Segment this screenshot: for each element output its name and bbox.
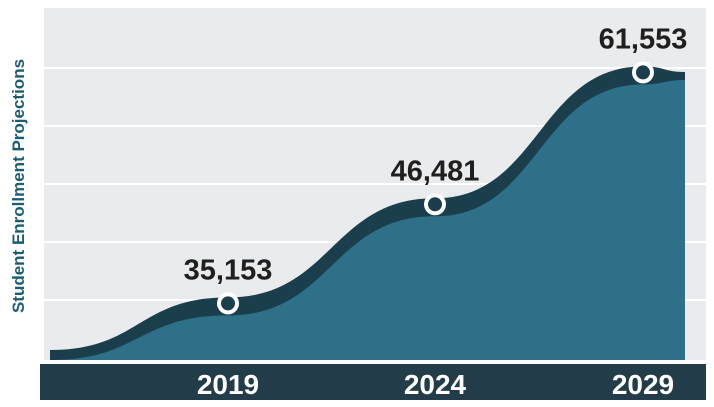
x-tick-label: 2029: [612, 369, 674, 400]
data-point-marker: [424, 193, 446, 216]
x-axis-ticks: 2019 2024 2029: [197, 369, 674, 400]
data-point-marker: [632, 61, 654, 84]
area-series: [50, 66, 685, 360]
data-label: 35,153: [184, 254, 273, 286]
area-fill: [50, 80, 685, 360]
x-axis-bar: [40, 364, 706, 400]
data-label: 46,481: [391, 155, 480, 187]
x-tick-label: 2019: [197, 369, 259, 400]
y-axis-label: Student Enrollment Projections: [9, 59, 28, 313]
x-tick-label: 2024: [404, 369, 467, 400]
data-labels: 35,153 46,481 61,553: [184, 23, 688, 286]
data-label: 61,553: [599, 23, 688, 55]
data-point-marker: [217, 292, 239, 315]
data-markers: [217, 61, 654, 315]
